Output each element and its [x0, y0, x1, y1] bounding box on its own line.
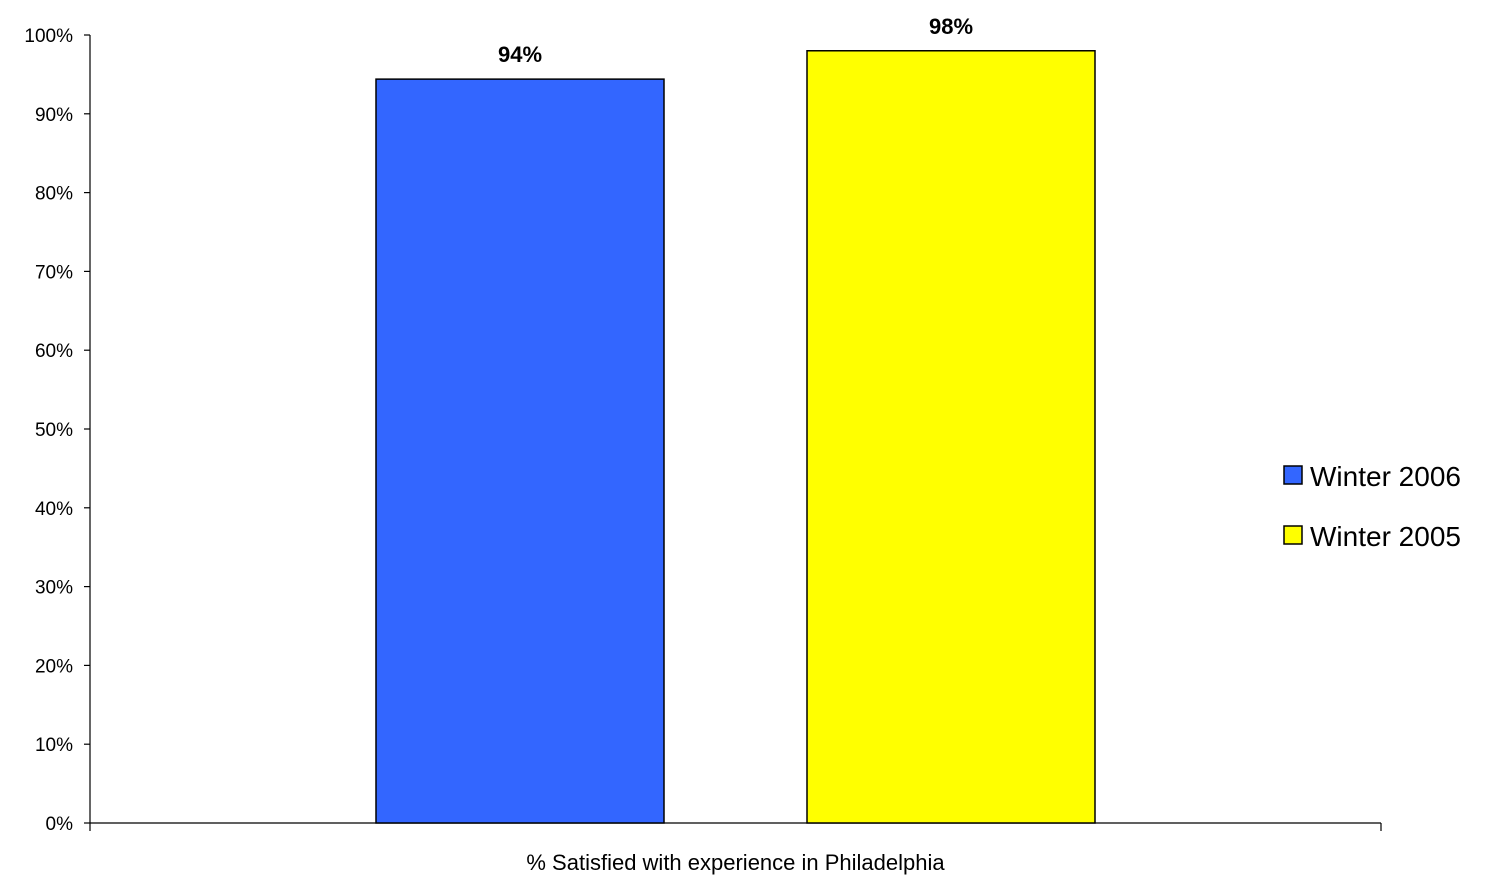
legend-label: Winter 2005	[1310, 521, 1461, 552]
legend: Winter 2006 Winter 2005	[1283, 461, 1461, 552]
data-label: 94%	[498, 42, 542, 67]
y-tick-label: 90%	[35, 105, 73, 126]
y-tick-label: 60%	[35, 341, 73, 362]
x-axis	[89, 822, 1382, 831]
category-labels: % Satisfied with experience in Philadelp…	[526, 850, 945, 875]
y-tick-label: 10%	[35, 735, 73, 756]
legend-swatch	[1283, 465, 1303, 485]
data-labels: 94% 98%	[498, 14, 973, 67]
y-tick-label: 70%	[35, 262, 73, 283]
y-tick-label: 100%	[24, 26, 73, 47]
y-tick-label: 30%	[35, 578, 73, 599]
y-tick-label: 80%	[35, 184, 73, 205]
legend-label: Winter 2006	[1310, 461, 1461, 492]
y-axis: 0% 10% 20% 30% 40% 50% 60% 70% 80% 90% 100%	[24, 26, 91, 835]
data-label: 98%	[929, 14, 973, 39]
legend-swatch	[1283, 525, 1303, 545]
bars	[375, 50, 1096, 824]
bar-winter-2006	[375, 78, 665, 824]
y-tick-label: 20%	[35, 656, 73, 677]
category-label: % Satisfied with experience in Philadelp…	[526, 850, 945, 875]
y-tick-label: 0%	[46, 814, 74, 835]
bar-winter-2005	[806, 50, 1096, 824]
y-tick-label: 40%	[35, 499, 73, 520]
y-tick-label: 50%	[35, 420, 73, 441]
